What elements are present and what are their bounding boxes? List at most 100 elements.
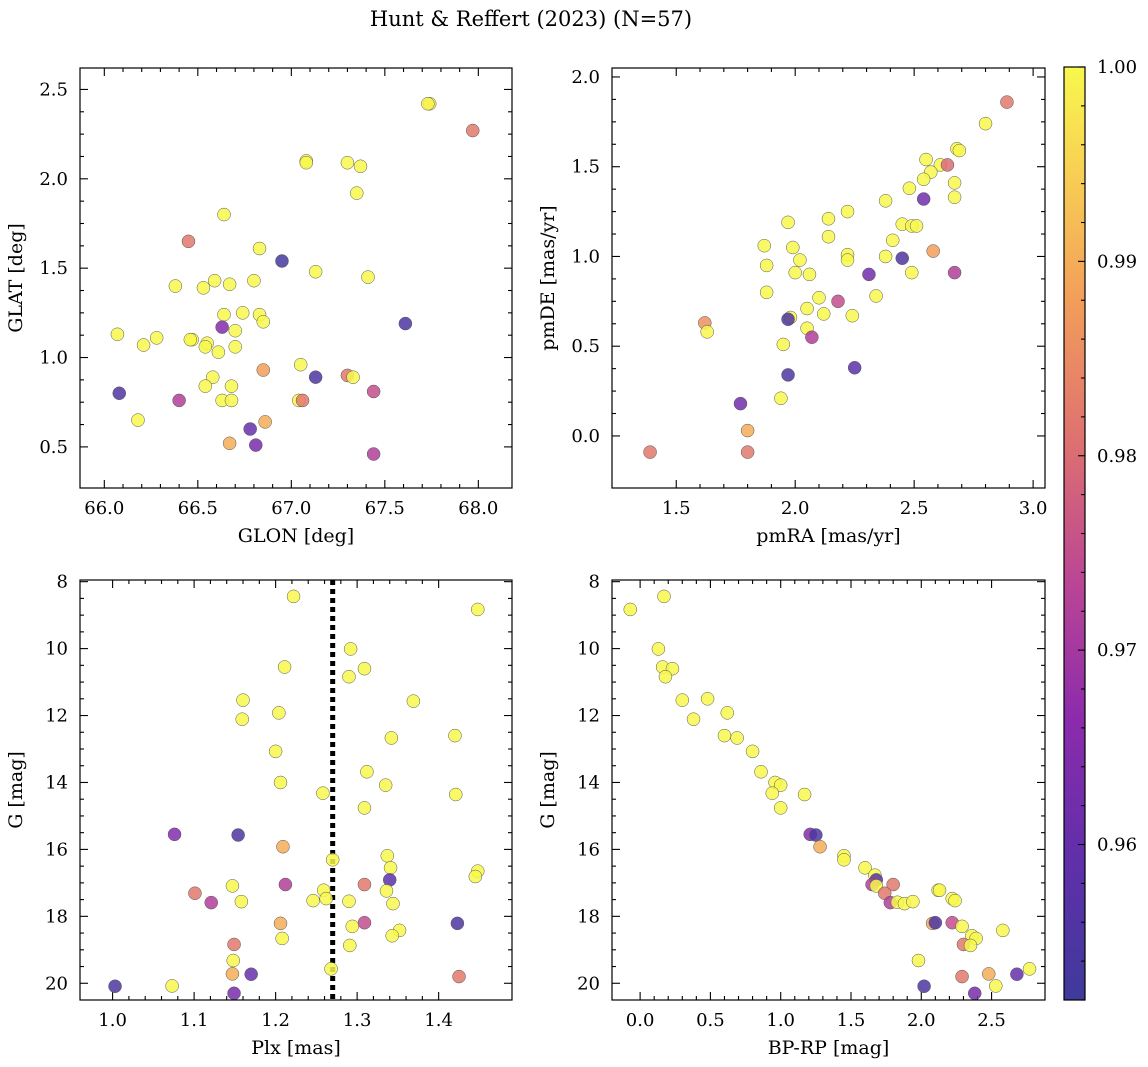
data-point [963,938,978,953]
data-point [343,642,358,656]
data-point [720,706,735,720]
data-point [821,229,836,244]
colorbar-tick-label: 0.97 [1097,640,1137,661]
data-point [740,423,755,438]
data-point [813,839,827,854]
data-point [273,916,288,931]
data-point [800,301,814,316]
data-point [421,96,435,111]
data-point [926,244,940,258]
data-point [228,323,242,338]
data-point [821,212,836,226]
data-point [978,116,993,131]
y-tick-label: 1.5 [571,157,600,178]
data-point [1000,95,1014,109]
figure-title: Hunt & Reffert (2023) (N=57) [370,7,692,31]
y-tick-label: 18 [577,906,600,927]
data-point [909,219,924,233]
data-point [384,731,399,745]
data-point [773,801,788,815]
data-point [947,265,962,280]
data-point [258,415,272,429]
data-point [700,325,714,339]
y-tick-label: 20 [577,973,600,994]
data-point [383,861,398,875]
data-point [911,953,926,968]
data-point [776,337,791,352]
data-point [149,331,164,345]
y-tick-label: 1.0 [571,246,600,267]
data-point [226,953,240,968]
x-tick-label: 2.0 [781,498,810,519]
data-point [277,660,292,674]
data-point [286,589,301,604]
data-point [840,253,855,267]
data-point [878,249,893,264]
data-point [256,315,271,329]
data-point [360,765,374,779]
x-tick-label: 67.0 [271,498,311,519]
x-tick-label: 1.0 [98,1010,127,1031]
data-point [198,340,213,354]
data-point [781,368,795,382]
data-point [643,445,657,459]
y-tick-label: 2.0 [571,67,600,88]
data-point [982,967,996,981]
data-point [167,827,182,842]
data-point [658,669,673,684]
data-point [345,919,359,934]
data-point [452,969,466,984]
data-point [847,360,862,375]
colorbar-tick-label: 1.00 [1097,57,1137,78]
x-tick-label: 2.5 [977,1010,1006,1031]
y-tick-label: 12 [45,706,68,727]
data-point [468,869,483,884]
data-point [450,916,465,931]
data-point [256,363,271,377]
data-point [227,937,241,952]
data-point [797,787,812,802]
data-point [740,445,755,459]
data-point [366,447,381,461]
data-point [928,915,943,930]
data-point [273,775,288,790]
data-point [781,215,795,230]
data-point [181,234,196,249]
data-point [244,967,258,981]
data-point [366,384,381,399]
data-point [793,253,807,267]
data-point [902,181,917,196]
data-point [324,962,338,976]
data-point [224,393,239,408]
x-axis-label: BP-RP [mag] [768,1037,890,1059]
y-tick-label: 0.5 [571,336,600,357]
data-point [295,393,310,408]
y-tick-label: 2.0 [39,169,68,190]
x-tick-label: 1.1 [180,1010,209,1031]
data-point [308,370,323,384]
data-point [809,828,823,842]
data-point [357,915,372,930]
x-tick-label: 2.5 [900,498,929,519]
data-point [952,143,967,158]
x-tick-label: 0.0 [626,1010,655,1031]
y-tick-label: 14 [577,772,600,793]
data-point [757,238,772,253]
data-point [308,264,323,279]
data-point [136,338,151,352]
axes-frame [611,579,1046,1001]
data-point [198,379,213,393]
data-point [845,308,860,323]
data-point [196,281,211,295]
data-point [222,436,237,451]
data-point [380,849,395,863]
data-point [765,786,780,800]
data-point [955,919,969,934]
y-tick-label: 10 [577,639,600,660]
data-point [357,877,372,892]
data-point [346,370,360,384]
data-point [733,396,748,411]
y-tick-label: 20 [45,973,68,994]
data-point [378,778,393,792]
x-tick-label: 2.0 [907,1010,936,1031]
